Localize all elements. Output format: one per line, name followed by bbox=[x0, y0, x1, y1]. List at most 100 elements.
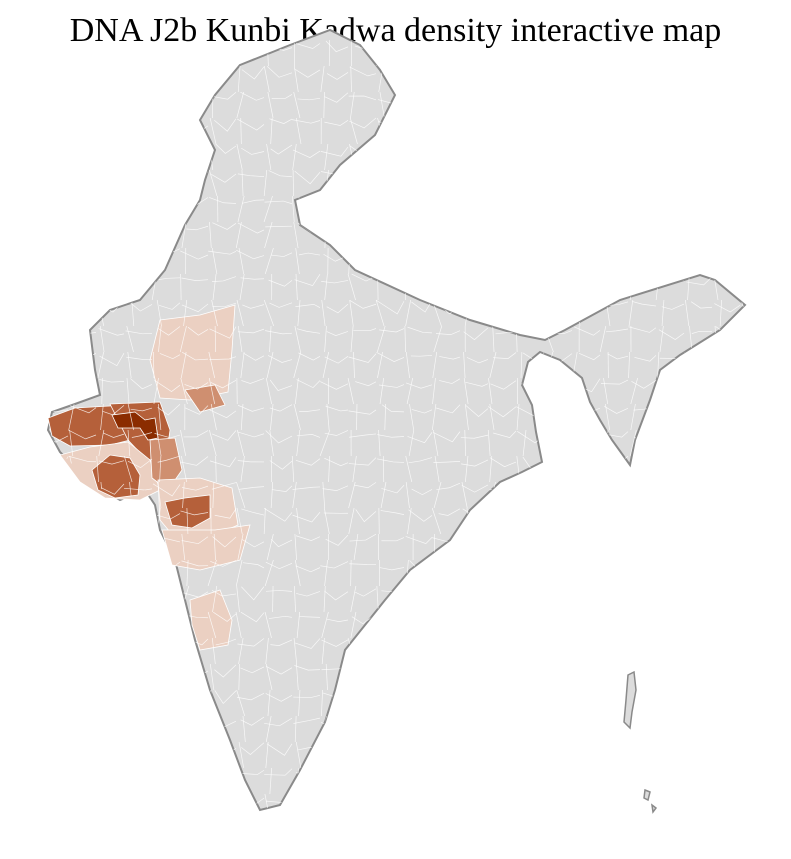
district-boundary bbox=[350, 692, 377, 700]
district-boundary bbox=[237, 460, 265, 463]
district-boundary bbox=[124, 562, 153, 566]
district-boundary bbox=[600, 379, 629, 385]
district-boundary bbox=[265, 665, 293, 675]
district-boundary bbox=[691, 717, 713, 723]
district-boundary bbox=[182, 793, 190, 810]
district-boundary bbox=[492, 299, 495, 327]
region-rajasthan-low[interactable] bbox=[149, 304, 236, 401]
district-boundary bbox=[740, 91, 742, 119]
district-boundary bbox=[740, 331, 745, 335]
district-boundary bbox=[376, 352, 405, 363]
andaman-islands[interactable] bbox=[623, 670, 637, 730]
district-boundary bbox=[293, 65, 299, 93]
district-boundary bbox=[407, 769, 433, 775]
district-boundary bbox=[657, 198, 685, 205]
district-boundary bbox=[439, 378, 461, 384]
district-boundary bbox=[296, 591, 321, 597]
district-boundary bbox=[636, 65, 638, 93]
district-boundary bbox=[410, 691, 433, 703]
district-boundary bbox=[155, 747, 181, 750]
district-boundary bbox=[214, 325, 217, 353]
district-boundary bbox=[48, 616, 69, 620]
region-saurashtra-high[interactable] bbox=[91, 454, 141, 499]
district-boundary bbox=[125, 39, 134, 67]
district-boundary bbox=[48, 117, 49, 145]
district-boundary bbox=[321, 299, 326, 327]
district-boundary bbox=[437, 615, 461, 620]
district-boundary bbox=[48, 276, 69, 282]
district-boundary bbox=[157, 326, 181, 336]
district-boundary bbox=[604, 405, 629, 414]
district-boundary bbox=[69, 793, 74, 810]
district-boundary bbox=[690, 301, 713, 309]
district-boundary bbox=[662, 559, 685, 566]
district-boundary bbox=[656, 720, 685, 725]
district-boundary bbox=[129, 586, 153, 593]
district-boundary bbox=[349, 563, 377, 565]
district-boundary bbox=[182, 716, 209, 724]
district-boundary bbox=[296, 611, 301, 639]
district-boundary bbox=[240, 611, 265, 623]
district-boundary bbox=[323, 793, 329, 810]
district-boundary bbox=[718, 275, 741, 286]
district-boundary bbox=[240, 666, 265, 674]
district-boundary bbox=[463, 65, 470, 93]
district-boundary bbox=[349, 117, 377, 129]
district-boundary bbox=[241, 586, 265, 601]
district-boundary bbox=[461, 484, 489, 493]
district-boundary bbox=[683, 403, 691, 431]
district-boundary bbox=[96, 455, 99, 483]
district-boundary bbox=[322, 485, 349, 492]
district-boundary bbox=[604, 744, 629, 749]
district-boundary bbox=[48, 43, 69, 47]
district-boundary bbox=[714, 793, 720, 810]
district-boundary bbox=[634, 535, 657, 544]
district-boundary bbox=[520, 330, 545, 336]
district-boundary bbox=[184, 611, 186, 639]
district-boundary bbox=[607, 512, 629, 521]
district-boundary bbox=[48, 533, 69, 544]
district-boundary bbox=[48, 695, 69, 699]
region-maharashtra-low[interactable] bbox=[161, 524, 251, 571]
district-boundary bbox=[544, 247, 547, 275]
district-boundary bbox=[209, 429, 217, 457]
region-mp-medium[interactable] bbox=[184, 384, 226, 413]
district-boundary bbox=[68, 403, 75, 431]
district-boundary bbox=[607, 248, 629, 256]
nicobar-islands[interactable] bbox=[643, 788, 658, 814]
district-boundary bbox=[740, 692, 745, 697]
region-goa-low[interactable] bbox=[189, 589, 233, 651]
district-boundary bbox=[347, 273, 356, 301]
district-boundary bbox=[158, 325, 162, 353]
district-boundary bbox=[548, 769, 573, 781]
district-boundary bbox=[464, 403, 469, 431]
district-boundary bbox=[100, 221, 102, 249]
district-boundary bbox=[214, 118, 237, 132]
district-boundary bbox=[41, 326, 45, 352]
district-boundary bbox=[241, 66, 265, 80]
district-boundary bbox=[690, 95, 713, 102]
district-boundary bbox=[326, 403, 330, 431]
district-boundary bbox=[269, 118, 293, 124]
district-boundary bbox=[125, 65, 131, 93]
district-boundary bbox=[716, 667, 741, 678]
district-boundary bbox=[747, 665, 768, 676]
district-boundary bbox=[657, 794, 685, 800]
region-south-gujarat-high[interactable] bbox=[164, 494, 211, 529]
district-boundary bbox=[489, 665, 517, 671]
district-boundary bbox=[571, 273, 583, 301]
district-boundary bbox=[658, 329, 685, 340]
district-boundary bbox=[378, 384, 405, 388]
district-boundary bbox=[572, 429, 601, 440]
district-boundary bbox=[572, 195, 578, 223]
district-boundary bbox=[719, 617, 741, 623]
district-boundary bbox=[97, 121, 125, 124]
district-boundary bbox=[355, 509, 377, 523]
district-boundary bbox=[717, 429, 721, 457]
district-boundary bbox=[48, 667, 69, 677]
district-boundary bbox=[719, 299, 722, 327]
district-boundary bbox=[599, 325, 607, 353]
district-boundary bbox=[715, 797, 741, 801]
district-boundary bbox=[466, 122, 489, 125]
